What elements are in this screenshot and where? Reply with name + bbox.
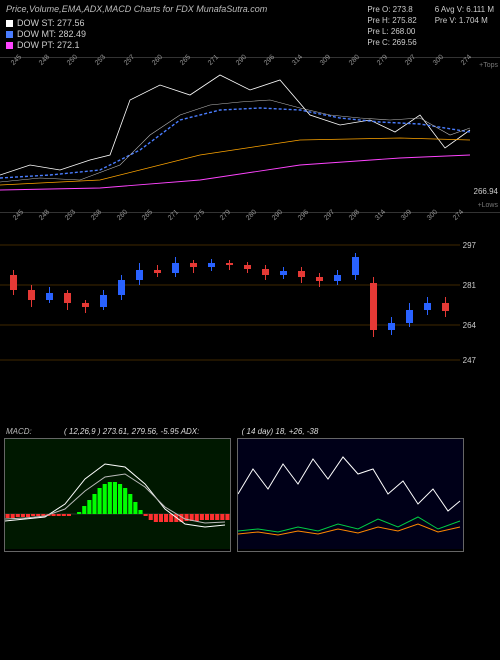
chart-title: Price,Volume,EMA,ADX,MACD Charts for FDX…	[6, 4, 367, 14]
legend-item: DOW ST: 277.56	[6, 18, 367, 28]
indicator-panels	[0, 438, 500, 552]
svg-text:247: 247	[463, 356, 477, 365]
svg-text:264: 264	[463, 321, 477, 330]
macd-adx-label: MACD: ( 12,26,9 ) 273.61, 279.56, -5.95 …	[0, 425, 500, 438]
header-left: Price,Volume,EMA,ADX,MACD Charts for FDX…	[6, 4, 367, 51]
lows-label: +Lows	[478, 202, 498, 209]
adx-panel	[237, 438, 464, 552]
macd-values: ( 12,26,9 ) 273.61, 279.56, -5.95 ADX:	[64, 427, 199, 436]
candlestick-panel: 2452482532582602652712752792802902962972…	[0, 215, 500, 365]
tops-label: +Tops	[479, 62, 498, 69]
price-label: 266.94	[474, 187, 498, 196]
chart-header: Price,Volume,EMA,ADX,MACD Charts for FDX…	[0, 0, 500, 55]
macd-panel	[4, 438, 231, 552]
svg-text:297: 297	[463, 241, 477, 250]
macd-text: MACD:	[6, 427, 32, 436]
spacer	[0, 365, 500, 425]
svg-text:281: 281	[463, 281, 477, 290]
legend-item: DOW PT: 272.1	[6, 40, 367, 50]
ohlc-info: Pre O: 273.8Pre H: 275.82Pre L: 268.00Pr…	[367, 4, 494, 51]
legend-item: DOW MT: 282.49	[6, 29, 367, 39]
adx-values: ( 14 day) 18, +26, -38	[242, 427, 319, 436]
price-ema-panel: 2452482502532572602652712902963143092802…	[0, 60, 500, 210]
